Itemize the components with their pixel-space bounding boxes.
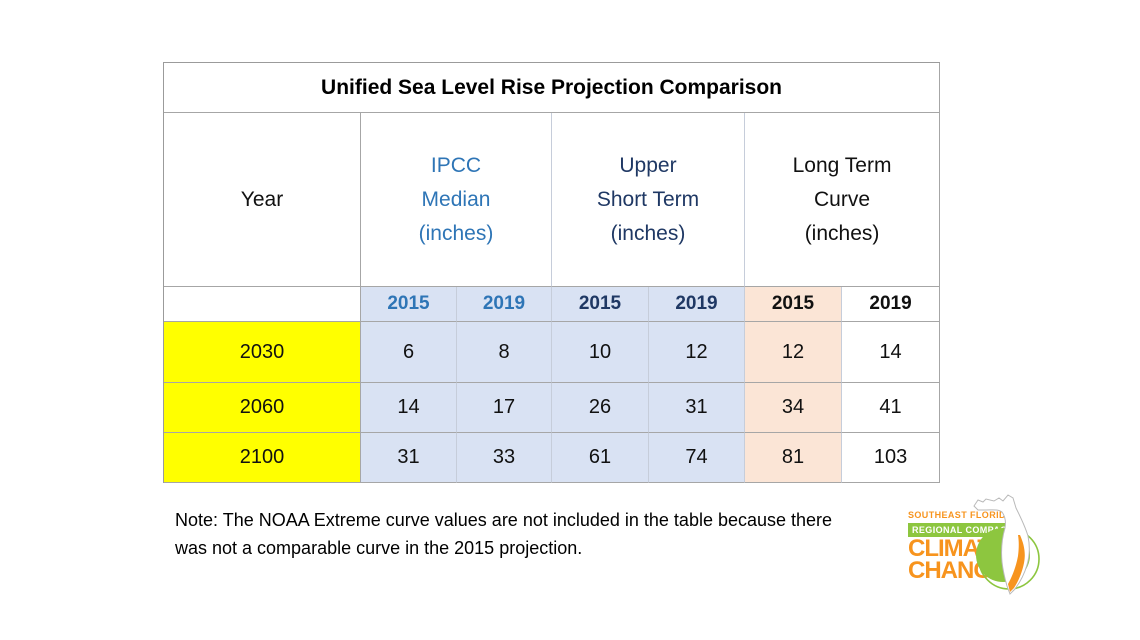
data-cell: 81 xyxy=(745,433,842,483)
footnote: Note: The NOAA Extreme curve values are … xyxy=(175,510,833,558)
table-row-2100: 2100 31 33 61 74 81 103 xyxy=(164,433,941,483)
subyear-upper-2019: 2019 xyxy=(649,287,745,322)
subyear-upper-2015: 2015 xyxy=(552,287,649,322)
year-cell: 2030 xyxy=(164,322,361,383)
empty-cell xyxy=(164,287,361,322)
data-cell: 74 xyxy=(649,433,745,483)
data-cell: 12 xyxy=(649,322,745,383)
data-cell: 33 xyxy=(457,433,552,483)
title-row: Unified Sea Level Rise Projection Compar… xyxy=(164,63,941,113)
data-cell: 103 xyxy=(842,433,941,483)
data-cell: 14 xyxy=(361,383,457,433)
upper-short-term-header: Upper Short Term (inches) xyxy=(552,113,745,287)
year-cell: 2060 xyxy=(164,383,361,433)
group-header-row: Year IPCC Median (inches) Upper Short Te… xyxy=(164,113,941,287)
data-cell: 6 xyxy=(361,322,457,383)
table-row-2060: 2060 14 17 26 31 34 41 xyxy=(164,383,941,433)
data-cell: 8 xyxy=(457,322,552,383)
florida-map-icon xyxy=(973,494,1040,595)
data-cell: 12 xyxy=(745,322,842,383)
data-cell: 26 xyxy=(552,383,649,433)
data-cell: 17 xyxy=(457,383,552,433)
table-row-2030: 2030 6 8 10 12 12 14 xyxy=(164,322,941,383)
data-cell: 14 xyxy=(842,322,941,383)
subyear-ipcc-2015: 2015 xyxy=(361,287,457,322)
logo-southeast-florida-label: SOUTHEAST FLORIDA xyxy=(908,510,1013,520)
table-title: Unified Sea Level Rise Projection Compar… xyxy=(164,63,941,113)
data-cell: 31 xyxy=(361,433,457,483)
data-cell: 10 xyxy=(552,322,649,383)
subyear-longterm-2019: 2019 xyxy=(842,287,941,322)
data-cell: 61 xyxy=(552,433,649,483)
subyear-ipcc-2019: 2019 xyxy=(457,287,552,322)
data-cell: 41 xyxy=(842,383,941,433)
ipcc-median-header: IPCC Median (inches) xyxy=(361,113,552,287)
year-column-header: Year xyxy=(164,113,361,287)
data-cell: 34 xyxy=(745,383,842,433)
data-cell: 31 xyxy=(649,383,745,433)
sefl-climate-compact-logo: SOUTHEAST FLORIDA REGIONAL COMPACT CLIMA… xyxy=(905,494,1135,608)
subyear-longterm-2015: 2015 xyxy=(745,287,842,322)
sea-level-projection-table: Unified Sea Level Rise Projection Compar… xyxy=(163,62,941,483)
long-term-curve-header: Long Term Curve (inches) xyxy=(745,113,941,287)
sub-year-row: 2015 2019 2015 2019 2015 2019 xyxy=(164,287,941,322)
year-cell: 2100 xyxy=(164,433,361,483)
